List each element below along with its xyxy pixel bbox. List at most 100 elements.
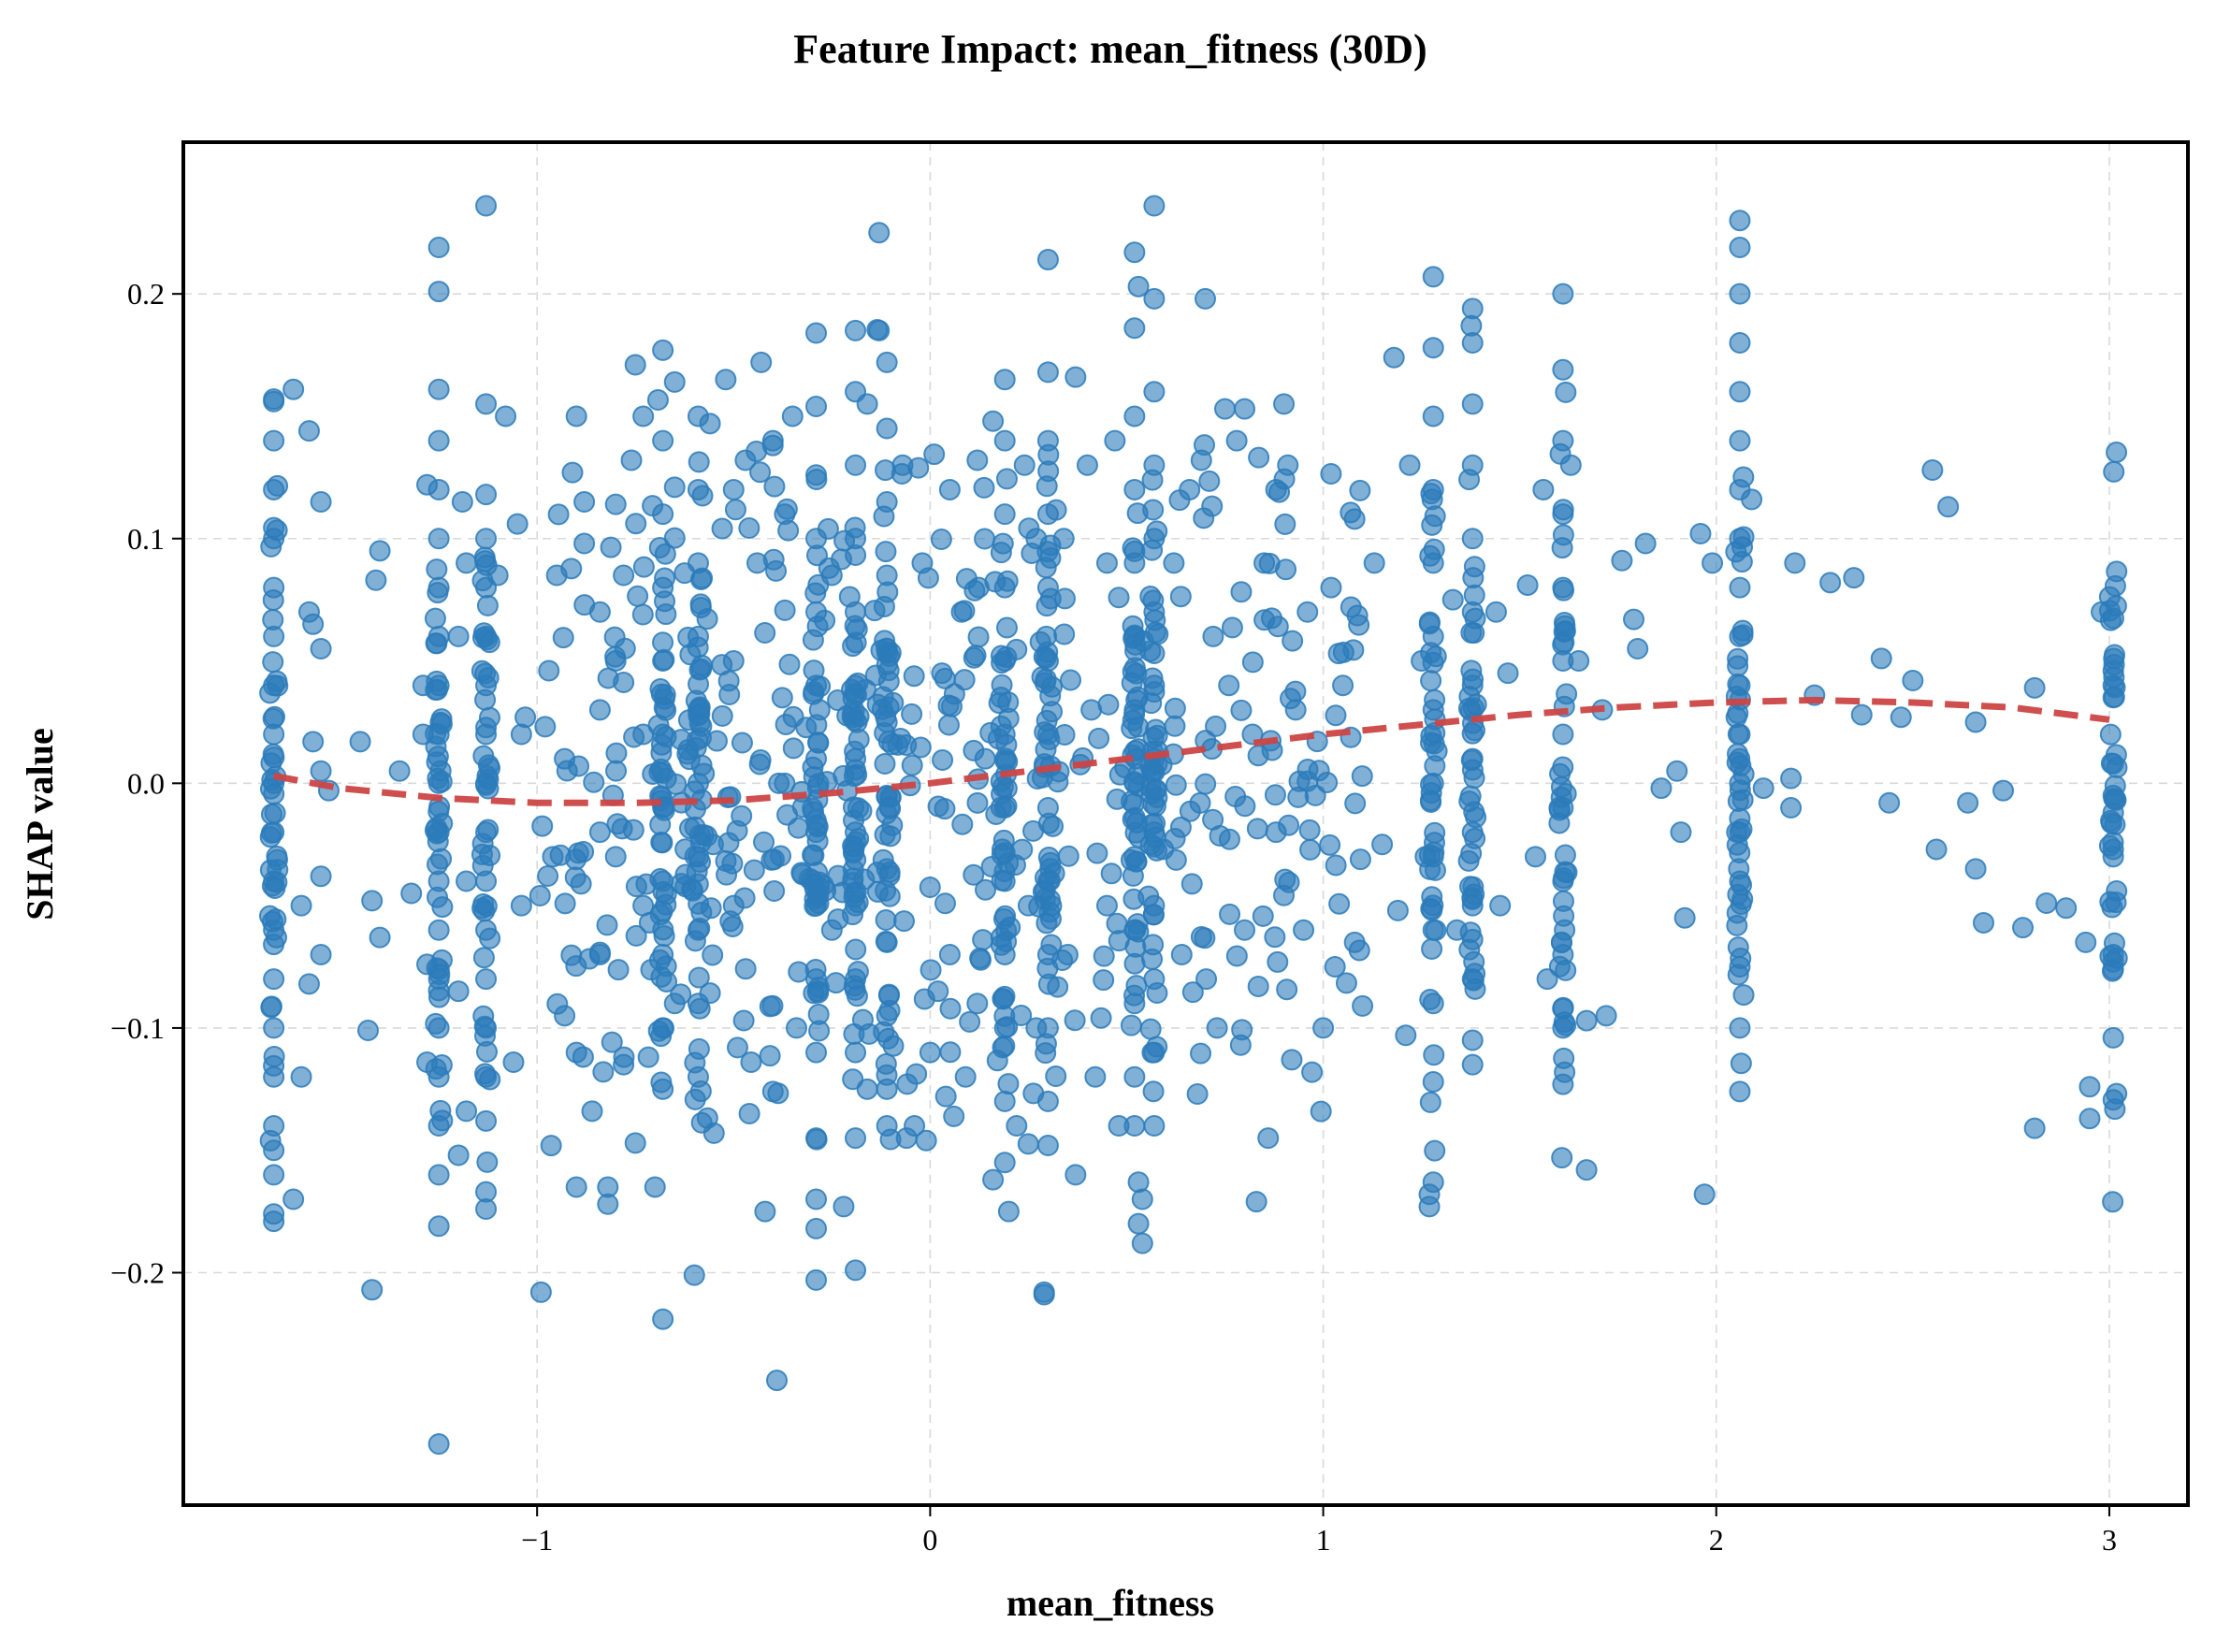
scatter-point <box>479 1068 501 1091</box>
scatter-point <box>1267 950 1289 973</box>
scatter-point <box>1036 1134 1059 1156</box>
scatter-point <box>652 880 674 903</box>
scatter-point <box>1732 526 1755 548</box>
scatter-point <box>1463 556 1485 578</box>
scatter-point <box>1039 534 1062 557</box>
scatter-point <box>1741 488 1763 511</box>
scatter-point <box>923 443 946 466</box>
scatter-point <box>1420 670 1442 692</box>
scatter-point <box>749 461 772 484</box>
scatter-point <box>430 771 453 793</box>
scatter-point <box>2099 723 2122 746</box>
scatter-point <box>1424 1139 1446 1162</box>
scatter-point <box>263 1210 285 1233</box>
scatter-point <box>919 877 941 899</box>
scatter-point <box>1194 927 1216 949</box>
scatter-point <box>1123 984 1146 1007</box>
scatter-point <box>625 513 647 535</box>
scatter-point <box>2012 917 2035 939</box>
scatter-point <box>2099 891 2122 913</box>
scatter-point <box>263 1054 285 1077</box>
scatter-point <box>845 831 867 853</box>
scatter-point <box>261 910 283 933</box>
scatter-point <box>2103 460 2125 483</box>
scatter-point <box>1371 833 1394 856</box>
scatter-point <box>715 850 737 873</box>
scatter-point <box>600 536 622 558</box>
scatter-point <box>1053 587 1076 610</box>
scatter-point <box>1142 934 1165 956</box>
scatter-point <box>456 870 478 892</box>
scatter-point <box>1386 899 1409 921</box>
scatter-point <box>1224 786 1247 808</box>
scatter-point <box>1462 668 1485 690</box>
scatter-point <box>866 880 889 903</box>
scatter-point <box>1964 711 1987 733</box>
scatter-point <box>1281 1049 1303 1071</box>
scatter-point <box>1424 688 1446 711</box>
scatter-point <box>934 667 956 689</box>
scatter-point <box>939 997 962 1020</box>
y-tick-label: 0.0 <box>127 766 165 800</box>
scatter-point <box>980 855 1003 877</box>
scatter-point <box>259 826 282 848</box>
scatter-point <box>997 1073 1020 1095</box>
scatter-point <box>2100 812 2122 834</box>
scatter-point <box>1139 1018 1162 1040</box>
scatter-point <box>638 911 660 934</box>
scatter-point <box>369 540 391 562</box>
scatter-point <box>475 717 498 739</box>
scatter-point <box>1623 608 1645 630</box>
scatter-point <box>297 420 320 442</box>
scatter-point <box>369 926 391 949</box>
scatter-point <box>1097 693 1120 716</box>
scatter-point <box>266 670 288 692</box>
scatter-point <box>637 1046 659 1068</box>
scatter-point <box>1328 892 1351 915</box>
trend-line <box>272 696 2110 806</box>
scatter-point <box>1065 1164 1087 1186</box>
scatter-point <box>805 1217 828 1239</box>
scatter-point <box>647 1020 670 1042</box>
scatter-point <box>1340 596 1362 618</box>
scatter-point <box>994 749 1017 772</box>
scatter-point <box>1312 1017 1335 1039</box>
scatter-point <box>990 934 1012 956</box>
scatter-point <box>1729 1080 1751 1103</box>
scatter-point <box>1575 1009 1598 1032</box>
scatter-point <box>1104 429 1126 452</box>
scatter-point <box>915 1129 937 1152</box>
scatter-point <box>1230 699 1253 721</box>
x-tick-label: 0 <box>922 1523 937 1557</box>
scatter-point <box>917 567 939 589</box>
scatter-point <box>1145 778 1167 801</box>
scatter-point <box>1752 777 1774 800</box>
scatter-point <box>476 1151 499 1173</box>
scatter-point <box>2098 834 2121 857</box>
scatter-point <box>993 1152 1016 1174</box>
scatter-point <box>1344 792 1367 815</box>
scatter-point <box>1169 816 1192 838</box>
scatter-point <box>802 756 824 778</box>
scatter-point <box>963 646 985 669</box>
scatter-point <box>1093 945 1115 967</box>
scatter-point <box>631 603 654 626</box>
scatter-point <box>1225 429 1248 452</box>
scatter-point <box>1553 579 1575 601</box>
scatter-point <box>1010 1005 1033 1027</box>
scatter-point <box>1729 210 1751 232</box>
scatter-point <box>1287 786 1310 808</box>
scatter-point <box>722 478 745 500</box>
scatter-point <box>1464 963 1486 985</box>
scatter-point <box>263 1164 285 1186</box>
scatter-point <box>1127 1212 1150 1235</box>
scatter-point <box>975 878 997 901</box>
scatter-point <box>1552 997 1574 1020</box>
scatter-point <box>302 731 325 753</box>
scatter-point <box>1181 981 1204 1004</box>
scatter-point <box>842 688 864 710</box>
scatter-point <box>1784 552 1806 574</box>
scatter-point <box>1693 1183 1716 1206</box>
scatter-point <box>927 795 949 818</box>
scatter-point <box>573 532 596 555</box>
